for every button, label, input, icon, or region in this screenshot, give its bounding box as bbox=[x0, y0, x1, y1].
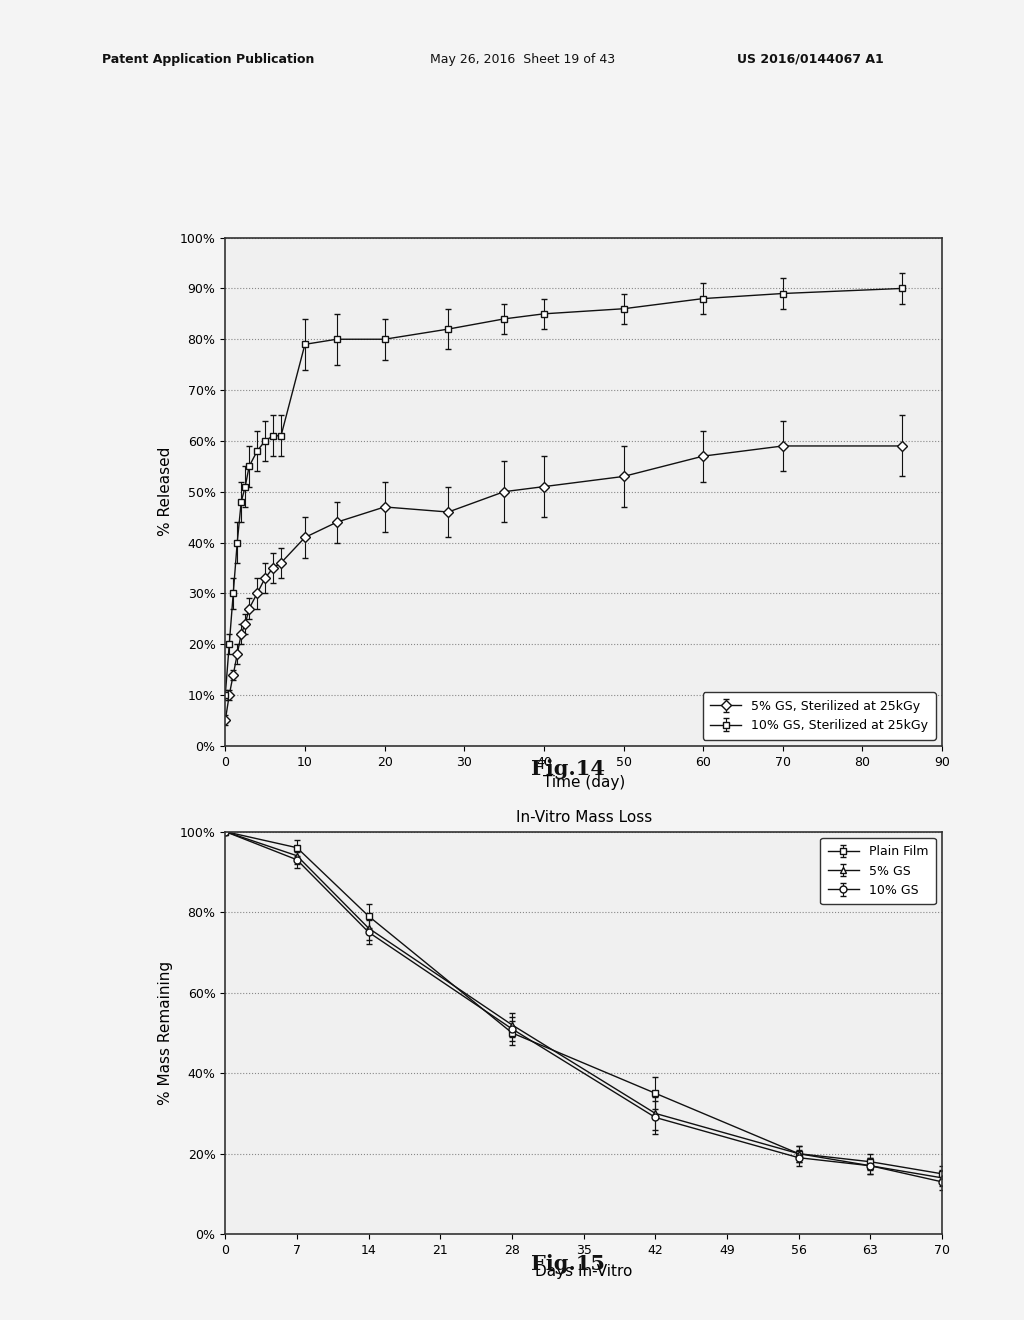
Text: May 26, 2016  Sheet 19 of 43: May 26, 2016 Sheet 19 of 43 bbox=[430, 53, 615, 66]
Text: Patent Application Publication: Patent Application Publication bbox=[102, 53, 314, 66]
Title: In-Vitro Mass Loss: In-Vitro Mass Loss bbox=[515, 810, 652, 825]
X-axis label: Days In-Vitro: Days In-Vitro bbox=[535, 1263, 633, 1279]
Y-axis label: % Mass Remaining: % Mass Remaining bbox=[158, 961, 173, 1105]
Legend: Plain Film, 5% GS, 10% GS: Plain Film, 5% GS, 10% GS bbox=[820, 838, 936, 904]
Y-axis label: % Released: % Released bbox=[158, 447, 173, 536]
X-axis label: Time (day): Time (day) bbox=[543, 775, 625, 791]
Text: Fig.14: Fig.14 bbox=[531, 759, 605, 779]
Legend: 5% GS, Sterilized at 25kGy, 10% GS, Sterilized at 25kGy: 5% GS, Sterilized at 25kGy, 10% GS, Ster… bbox=[702, 692, 936, 739]
Text: US 2016/0144067 A1: US 2016/0144067 A1 bbox=[737, 53, 884, 66]
Text: Fig.15: Fig.15 bbox=[531, 1254, 605, 1274]
